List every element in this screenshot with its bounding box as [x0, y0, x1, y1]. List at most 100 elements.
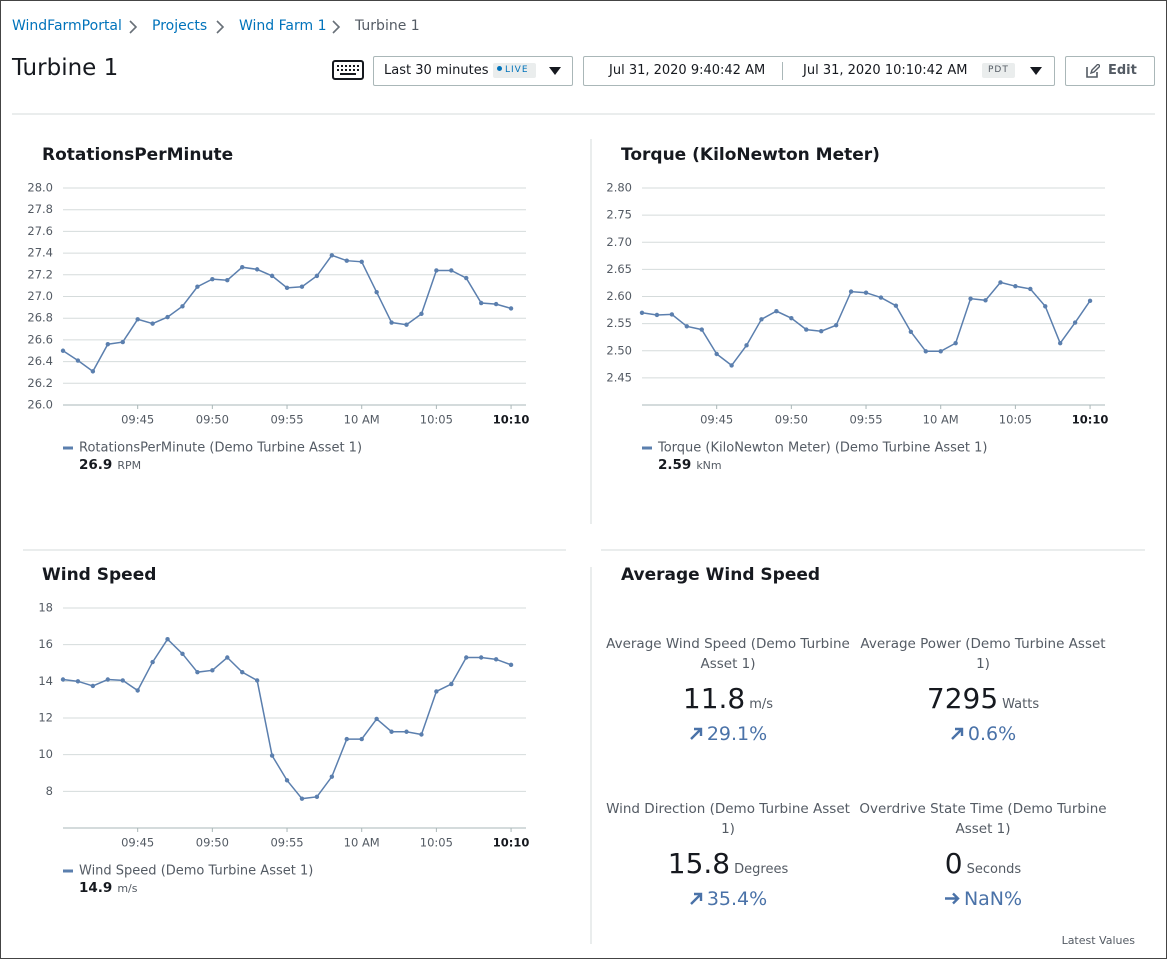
x-tick-label: 10:10: [493, 413, 530, 427]
data-point: [329, 774, 335, 779]
breadcrumb-current: Turbine 1: [355, 18, 420, 34]
data-point: [998, 280, 1003, 285]
data-point: [150, 659, 155, 665]
x-tick-label: 09:50: [196, 836, 229, 850]
x-tick-label: 09:55: [270, 836, 303, 850]
data-point: [863, 290, 869, 295]
y-tick-label: 27.6: [27, 224, 53, 238]
data-point: [699, 327, 704, 332]
y-tick-label: 26.4: [27, 354, 53, 368]
data-point: [105, 342, 111, 347]
data-point: [508, 306, 514, 311]
kpi-card: Wind Direction (Demo Turbine Asset 1) 15.…: [603, 799, 853, 910]
data-point: [968, 296, 973, 301]
data-point: [774, 308, 779, 314]
kpi-value: 0: [944, 847, 963, 880]
y-tick-label: 26.6: [27, 332, 53, 346]
data-point: [878, 295, 884, 300]
keyboard-icon[interactable]: [332, 59, 364, 81]
data-point: [299, 796, 305, 801]
data-point: [284, 778, 290, 783]
data-point: [180, 651, 185, 657]
y-tick-label: 28.0: [27, 181, 53, 195]
chevron: [332, 20, 341, 34]
latest-unit: kNm: [696, 459, 721, 472]
start-time: Jul 31, 2020 9:40:42 AM: [609, 63, 766, 78]
data-point: [374, 716, 379, 722]
data-point: [210, 276, 215, 282]
breadcrumb-link[interactable]: Wind Farm 1: [239, 18, 327, 34]
data-point: [240, 265, 245, 270]
x-tick-label: 10 AM: [344, 413, 380, 427]
x-tick-label: 10 AM: [344, 836, 380, 850]
y-tick-label: 26.2: [27, 376, 53, 390]
breadcrumb-link[interactable]: WindFarmPortal: [12, 18, 122, 34]
edit-button[interactable]: Edit: [1065, 56, 1155, 86]
data-point: [165, 636, 170, 642]
x-tick-label: 09:45: [121, 413, 154, 427]
y-tick-label: 27.8: [27, 202, 53, 216]
edit-label: Edit: [1108, 63, 1137, 78]
data-point: [180, 304, 185, 309]
latest-unit: RPM: [117, 459, 141, 472]
data-point: [254, 678, 260, 683]
y-tick-label: 27.0: [27, 289, 53, 303]
data-point: [983, 298, 988, 303]
y-tick-label: 8: [46, 784, 53, 798]
dropdown-caret: [549, 67, 561, 75]
kpi-value: 11.8: [682, 682, 746, 715]
data-point: [240, 669, 245, 675]
data-point: [684, 324, 690, 329]
kpi-change: 0.6%: [967, 723, 1017, 745]
x-tick-label: 10:10: [1072, 413, 1109, 427]
edit-icon: [1086, 64, 1100, 78]
kpi-value-row: 7295 Watts: [858, 682, 1108, 715]
data-point: [464, 275, 469, 281]
date-range-picker[interactable]: Jul 31, 2020 9:40:42 AM Jul 31, 2020 10:…: [583, 56, 1055, 86]
kpi-change-row: 29.1%: [603, 723, 853, 745]
breadcrumb-link[interactable]: Projects: [152, 18, 208, 34]
kpi-change: NaN%: [963, 888, 1023, 910]
kpi-value: 15.8: [667, 847, 731, 880]
y-tick-label: 10: [38, 747, 53, 761]
data-point: [359, 259, 364, 264]
x-tick-label: 09:45: [121, 836, 154, 850]
data-point: [1057, 340, 1063, 346]
x-tick-label: 09:55: [270, 413, 303, 427]
y-tick-label: 2.80: [606, 181, 632, 195]
data-point: [344, 258, 349, 263]
data-point: [848, 289, 854, 294]
kpi-unit: Degrees: [734, 862, 789, 877]
data-point: [714, 351, 719, 357]
data-point: [1013, 283, 1018, 289]
data-point: [374, 289, 379, 295]
data-point: [105, 677, 111, 682]
data-point: [389, 320, 394, 325]
kpi-card: Overdrive State Time (Demo Turbine Asset…: [858, 799, 1108, 910]
data-point: [1028, 286, 1033, 292]
page-title: Turbine 1: [12, 55, 119, 81]
y-tick-label: 16: [38, 637, 53, 651]
dropdown-caret: [1030, 67, 1042, 75]
y-tick-label: 2.65: [606, 262, 632, 276]
x-tick-label: 10:05: [420, 413, 453, 427]
series-line: [62, 254, 512, 373]
data-point: [953, 340, 958, 346]
y-tick-label: 18: [38, 601, 53, 615]
data-point: [493, 301, 499, 307]
time-range-dropdown[interactable]: Last 30 minutes LIVE: [373, 56, 573, 86]
latest-value: 14.9: [79, 880, 112, 896]
x-tick-label: 09:55: [849, 413, 882, 427]
kpi-change: 35.4%: [706, 888, 768, 910]
legend-label: Torque (KiloNewton Meter) (Demo Turbine …: [657, 441, 987, 456]
kpi-change: 29.1%: [706, 723, 768, 745]
y-tick-label: 2.55: [606, 316, 632, 330]
data-point: [75, 679, 81, 684]
y-tick-label: 2.45: [606, 370, 632, 384]
data-point: [404, 322, 409, 327]
x-tick-label: 09:50: [775, 413, 808, 427]
chevron: [129, 20, 138, 34]
data-point: [819, 329, 824, 334]
